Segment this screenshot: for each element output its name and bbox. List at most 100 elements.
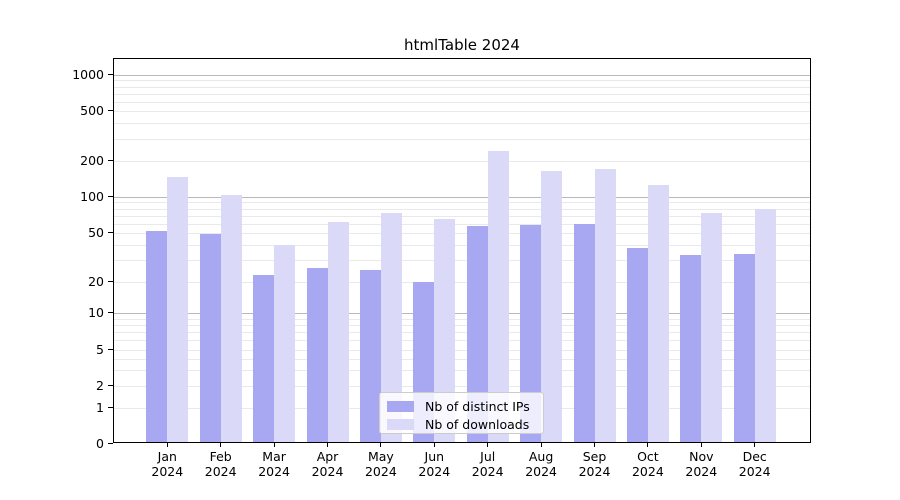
x-tick-label: Jun 2024 <box>406 449 462 479</box>
x-tick-month: Dec <box>742 449 767 464</box>
bar-distinct-ips <box>199 234 221 442</box>
legend-item-downloads: Nb of downloads <box>387 416 536 432</box>
x-tick-label: Sep 2024 <box>567 449 623 479</box>
x-tick-label: Feb 2024 <box>193 449 249 479</box>
x-tick-year: 2024 <box>738 464 771 479</box>
y-tick-label: 20 <box>88 273 104 289</box>
y-tick-mark <box>108 109 113 111</box>
x-tick-mark <box>380 443 382 447</box>
bar-distinct-ips <box>520 225 542 442</box>
x-tick-month: Apr <box>316 449 339 464</box>
bar-downloads <box>754 209 776 442</box>
y-tick-label: 200 <box>80 152 104 168</box>
bar-distinct-ips <box>466 226 488 442</box>
legend-swatch-distinct-ips <box>387 400 414 412</box>
bar-distinct-ips <box>306 267 328 442</box>
y-tick-mark <box>108 406 113 408</box>
bar-downloads <box>274 244 296 442</box>
x-tick-year: 2024 <box>685 464 718 479</box>
bar-downloads <box>434 219 456 442</box>
y-tick-label: 5 <box>96 341 104 357</box>
x-tick-year: 2024 <box>364 464 397 479</box>
y-tick-mark <box>108 195 113 197</box>
minor-gridline <box>114 223 810 225</box>
legend-label-downloads: Nb of downloads <box>425 416 530 432</box>
x-tick-label: Oct 2024 <box>620 449 676 479</box>
minor-gridline <box>114 80 810 82</box>
minor-gridline <box>114 244 810 246</box>
bar-downloads <box>487 151 509 442</box>
minor-gridline <box>114 208 810 210</box>
y-tick-mark <box>108 159 113 161</box>
x-tick-month: Jan <box>157 449 177 464</box>
y-tick-mark <box>108 231 113 233</box>
x-tick-label: Aug 2024 <box>513 449 569 479</box>
minor-gridline <box>114 233 810 234</box>
bar-distinct-ips <box>253 274 275 442</box>
legend-swatch-downloads <box>387 418 414 430</box>
minor-gridline <box>114 350 810 351</box>
y-tick-mark <box>108 73 113 75</box>
legend-label-distinct-ips: Nb of distinct IPs <box>425 398 530 414</box>
x-tick-mark <box>540 443 542 447</box>
y-tick-label: 1000 <box>72 66 104 82</box>
bar-downloads <box>647 185 669 442</box>
minor-gridline <box>114 86 810 88</box>
y-tick-mark <box>108 280 113 282</box>
y-tick-label: 10 <box>88 304 104 320</box>
x-tick-mark <box>594 443 595 447</box>
x-tick-year: 2024 <box>418 464 451 479</box>
minor-gridline <box>114 138 810 140</box>
x-tick-year: 2024 <box>151 464 184 479</box>
x-tick-month: Nov <box>689 449 714 464</box>
x-tick-mark <box>433 443 435 447</box>
x-tick-mark <box>166 443 168 447</box>
bar-distinct-ips <box>573 223 595 442</box>
minor-gridline <box>114 282 810 283</box>
x-tick-label: Jan 2024 <box>139 449 195 479</box>
minor-gridline <box>114 215 810 217</box>
x-tick-label: Nov 2024 <box>673 449 729 479</box>
minor-gridline <box>114 332 810 334</box>
x-tick-year: 2024 <box>631 464 664 479</box>
x-tick-month: Feb <box>209 449 232 464</box>
x-tick-mark <box>273 443 275 447</box>
x-tick-month: Mar <box>262 449 286 464</box>
x-tick-month: May <box>367 449 394 464</box>
y-tick-label: 500 <box>80 102 104 118</box>
legend: Nb of distinct IPs Nb of downloads <box>379 392 544 434</box>
bar-downloads <box>167 176 189 442</box>
x-tick-month: Jul <box>480 449 496 464</box>
bar-distinct-ips <box>733 253 755 442</box>
x-tick-year: 2024 <box>578 464 611 479</box>
x-tick-mark <box>700 443 702 447</box>
x-tick-mark <box>327 443 328 447</box>
y-tick-label: 1 <box>96 399 104 415</box>
y-tick-mark <box>108 311 113 313</box>
major-gridline <box>114 75 810 76</box>
major-gridline <box>114 197 810 198</box>
bar-distinct-ips <box>359 270 381 442</box>
x-tick-label: Dec 2024 <box>727 449 783 479</box>
x-tick-label: Apr 2024 <box>300 449 356 479</box>
bar-downloads <box>327 221 349 442</box>
x-tick-mark <box>754 443 756 447</box>
x-tick-year: 2024 <box>471 464 504 479</box>
bar-distinct-ips <box>626 247 648 442</box>
y-tick-mark <box>108 442 113 444</box>
x-tick-month: Jun <box>424 449 445 464</box>
x-tick-mark <box>220 443 222 447</box>
x-tick-mark <box>487 443 489 447</box>
y-tick-label: 50 <box>88 224 104 240</box>
x-tick-mark <box>647 443 649 447</box>
bar-distinct-ips <box>146 230 168 442</box>
legend-item-distinct-ips: Nb of distinct IPs <box>387 398 536 414</box>
minor-gridline <box>114 111 810 112</box>
x-tick-month: Sep <box>582 449 607 464</box>
x-tick-label: May 2024 <box>353 449 409 479</box>
x-tick-month: Aug <box>528 449 554 464</box>
minor-gridline <box>114 340 810 342</box>
x-tick-month: Oct <box>637 449 659 464</box>
bar-downloads <box>541 171 563 442</box>
